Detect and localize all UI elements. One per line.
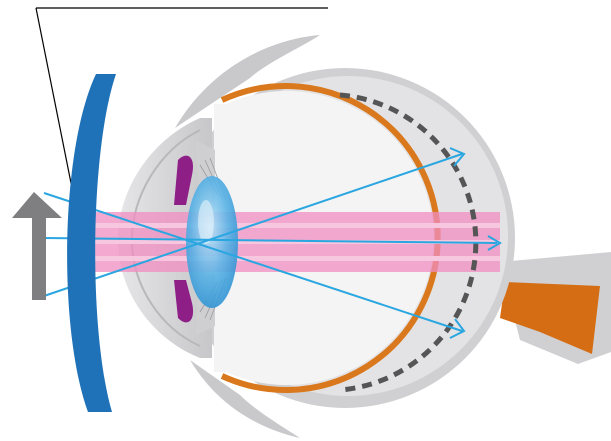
iris: [174, 155, 194, 323]
light-rays: [43, 153, 498, 332]
ray-arrowheads: [449, 147, 502, 339]
lower-image-point: [449, 318, 466, 339]
upper-image-point: [449, 147, 466, 167]
center-image-point: [487, 235, 502, 251]
optic-nerve: [500, 252, 611, 364]
object-arrow: [12, 192, 62, 300]
crystalline-lens: [186, 176, 238, 308]
corrective-lens: [67, 74, 116, 412]
